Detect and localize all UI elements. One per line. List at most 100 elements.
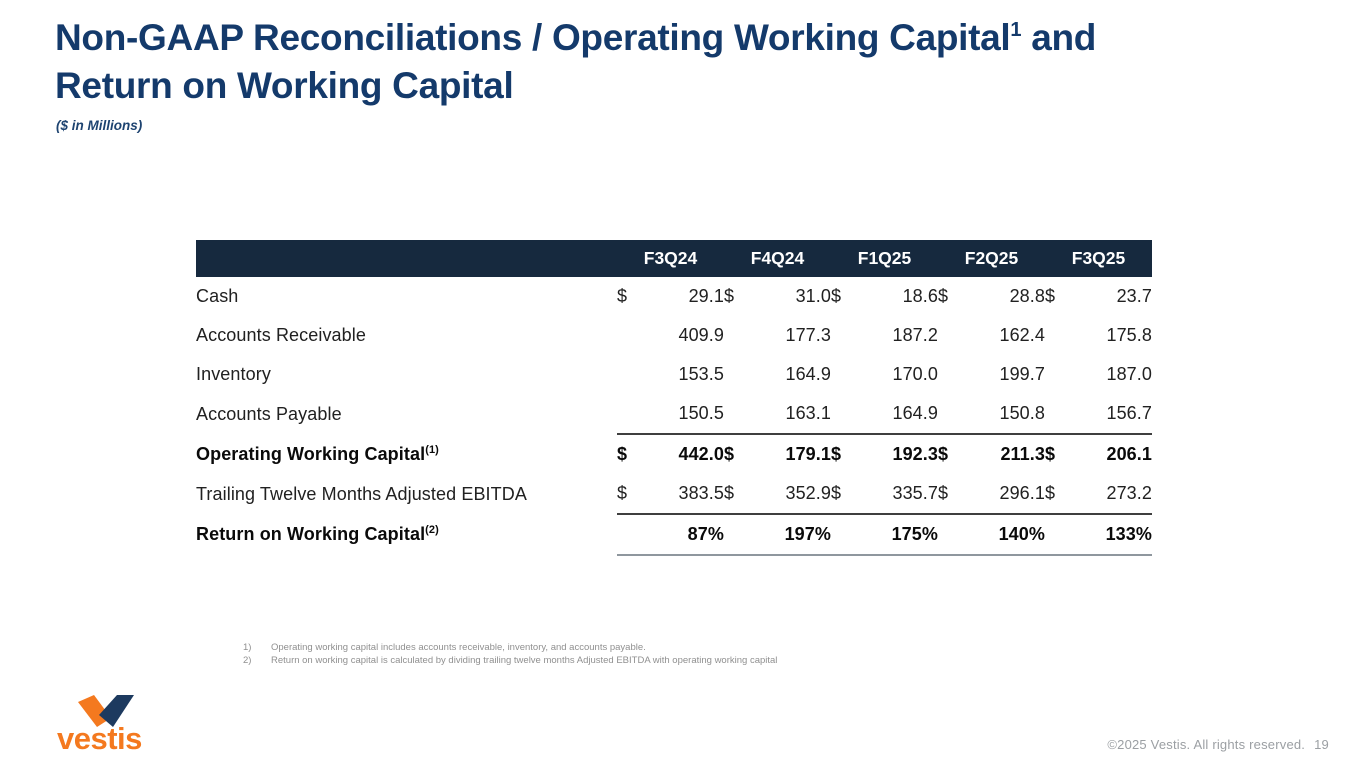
dollar-sign: $ xyxy=(724,286,735,306)
value-cell: 28.8 xyxy=(1009,286,1045,306)
column-header-f1q25: F1Q25 xyxy=(831,240,938,277)
row-label: Cash xyxy=(196,286,239,306)
currency-cell: $ xyxy=(617,433,645,474)
value-cell: 162.4 xyxy=(999,325,1045,345)
currency-cell: $ xyxy=(724,433,752,474)
value-cell: 150.5 xyxy=(678,403,724,423)
currency-cell xyxy=(1045,316,1073,355)
dollar-sign: $ xyxy=(831,286,842,306)
dollar-sign: $ xyxy=(831,483,842,503)
dollar-sign: $ xyxy=(617,444,628,464)
dollar-sign: $ xyxy=(1045,444,1056,464)
row-label: Trailing Twelve Months Adjusted EBITDA xyxy=(196,483,527,504)
footnote-ref: (2) xyxy=(425,524,439,536)
currency-cell xyxy=(831,316,859,355)
footnote-ref: (1) xyxy=(425,443,439,456)
currency-cell: $ xyxy=(831,474,859,514)
currency-cell xyxy=(938,355,966,394)
currency-cell xyxy=(617,513,645,556)
value-cell: 133% xyxy=(1073,513,1152,556)
dollar-sign: $ xyxy=(617,286,628,306)
table-row: Cash $29.1 $31.0 $18.6 $28.8 $23.7 xyxy=(196,277,1152,316)
footnote-number: 1) xyxy=(243,642,252,653)
dollar-sign: $ xyxy=(938,444,949,464)
footnote-text: Operating working capital includes accou… xyxy=(271,642,646,653)
financial-table: F3Q24 F4Q24 F1Q25 F2Q25 F3Q25 Cash $29.1 $… xyxy=(196,240,1152,556)
currency-cell: $ xyxy=(1045,433,1073,474)
title-line1: Non-GAAP Reconciliations / Operating Wor… xyxy=(55,17,1011,58)
value-cell: 150.8 xyxy=(999,403,1045,423)
value-cell: 31.0 xyxy=(795,286,831,306)
currency-cell: $ xyxy=(724,277,752,316)
title-line1-tail: and xyxy=(1021,17,1097,58)
currency-cell: $ xyxy=(1045,474,1073,514)
table-row: Accounts Payable 150.5 163.1 164.9 150.8 156.… xyxy=(196,394,1152,434)
currency-cell xyxy=(831,394,859,434)
currency-cell: $ xyxy=(938,474,966,514)
value-cell: 29.1 xyxy=(688,286,724,306)
currency-cell: $ xyxy=(831,277,859,316)
currency-cell xyxy=(831,355,859,394)
value-cell: 273.2 xyxy=(1106,483,1152,503)
value-cell: 352.9 xyxy=(785,483,831,503)
page-number: 19 xyxy=(1314,737,1329,752)
dollar-sign: $ xyxy=(1045,483,1056,503)
value-cell: 179.1 xyxy=(752,433,831,474)
row-label: Inventory xyxy=(196,364,271,384)
currency-cell: $ xyxy=(831,433,859,474)
currency-cell xyxy=(831,513,859,556)
currency-cell xyxy=(724,394,752,434)
vestis-wordmark: vestis xyxy=(57,721,142,756)
value-cell: 156.7 xyxy=(1106,403,1152,423)
table-row: Accounts Receivable 409.9 177.3 187.2 162.4 1… xyxy=(196,316,1152,355)
currency-cell xyxy=(617,394,645,434)
table-header-row: F3Q24 F4Q24 F1Q25 F2Q25 F3Q25 xyxy=(196,240,1152,277)
footnote-text: Return on working capital is calculated … xyxy=(271,655,778,666)
table-row: Trailing Twelve Months Adjusted EBITDA $3… xyxy=(196,474,1152,514)
currency-cell xyxy=(724,316,752,355)
dollar-sign: $ xyxy=(831,444,842,464)
footnotes: 1) Operating working capital includes acc… xyxy=(243,641,777,667)
value-cell: 187.0 xyxy=(1106,364,1152,384)
table-row: Inventory 153.5 164.9 170.0 199.7 187.0 xyxy=(196,355,1152,394)
footnote-line: 2) Return on working capital is calculate… xyxy=(243,654,777,667)
value-cell: 175% xyxy=(859,513,938,556)
value-cell: 187.2 xyxy=(892,325,938,345)
value-cell: 164.9 xyxy=(785,364,831,384)
footnote-number: 2) xyxy=(243,655,252,666)
value-cell: 170.0 xyxy=(892,364,938,384)
currency-cell: $ xyxy=(617,474,645,514)
currency-cell: $ xyxy=(938,433,966,474)
value-cell: 442.0 xyxy=(645,433,724,474)
table-row: Operating Working Capital(1) $442.0 $179.1… xyxy=(196,433,1152,474)
column-header-f3q24: F3Q24 xyxy=(617,240,724,277)
value-cell: 164.9 xyxy=(892,403,938,423)
value-cell: 206.1 xyxy=(1073,433,1152,474)
title-footnote-ref: 1 xyxy=(1010,19,1022,41)
copyright-text: ©2025 Vestis. All rights reserved. xyxy=(1107,737,1306,752)
value-cell: 175.8 xyxy=(1106,325,1152,345)
value-cell: 163.1 xyxy=(785,403,831,423)
dollar-sign: $ xyxy=(938,483,949,503)
vestis-logo: vestis xyxy=(57,694,167,757)
title-line2: Return on Working Capital xyxy=(55,65,514,106)
value-cell: 177.3 xyxy=(785,325,831,345)
value-cell: 18.6 xyxy=(902,286,938,306)
footnote-line: 1) Operating working capital includes acc… xyxy=(243,641,777,654)
currency-cell xyxy=(1045,513,1073,556)
column-header-f3q25: F3Q25 xyxy=(1045,240,1152,277)
column-header-f2q25: F2Q25 xyxy=(938,240,1045,277)
currency-cell xyxy=(617,316,645,355)
currency-cell: $ xyxy=(938,277,966,316)
dollar-sign: $ xyxy=(938,286,949,306)
value-cell: 23.7 xyxy=(1116,286,1152,306)
currency-cell: $ xyxy=(617,277,645,316)
currency-cell xyxy=(1045,394,1073,434)
row-label: Return on Working Capital(2) xyxy=(196,524,439,544)
column-header-f4q24: F4Q24 xyxy=(724,240,831,277)
value-cell: 140% xyxy=(966,513,1045,556)
currency-cell: $ xyxy=(1045,277,1073,316)
currency-cell xyxy=(938,394,966,434)
value-cell: 199.7 xyxy=(999,364,1045,384)
